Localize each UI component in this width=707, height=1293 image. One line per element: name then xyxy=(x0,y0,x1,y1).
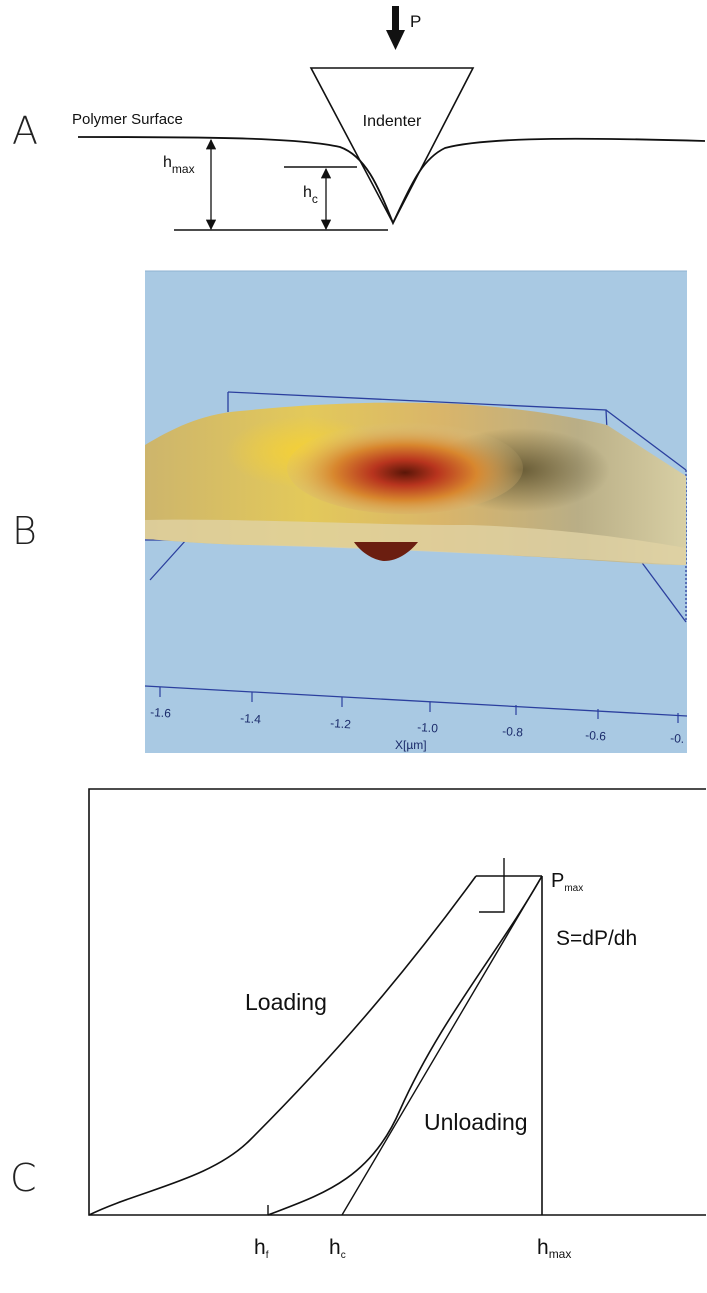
stiffness-label: S=dP/dh xyxy=(556,927,637,950)
svg-text:-0.: -0. xyxy=(670,731,685,746)
svg-text:-0.8: -0.8 xyxy=(502,724,524,739)
hc-label-a: hc xyxy=(303,184,318,206)
svg-text:-1.4: -1.4 xyxy=(240,711,262,726)
load-label: P xyxy=(410,12,421,31)
polymer-surface-line xyxy=(77,136,706,226)
plot-axes xyxy=(88,788,706,1216)
indenter-label: Indenter xyxy=(363,113,422,130)
load-arrow-icon xyxy=(386,6,405,50)
x-axis-tick-labels: -1.6 -1.4 -1.2 -1.0 -0.8 -0.6 -0. xyxy=(150,705,685,746)
unloading-label: Unloading xyxy=(424,1109,528,1135)
panel-b-letter: B xyxy=(12,509,37,553)
pmax-label: Pmax xyxy=(551,870,583,894)
svg-text:-1.2: -1.2 xyxy=(330,716,352,731)
unloading-curve xyxy=(267,875,543,1216)
indenter-shape xyxy=(309,67,475,225)
loading-curve xyxy=(88,875,477,1216)
hf-label: hf xyxy=(254,1236,269,1261)
surface-label: Polymer Surface xyxy=(72,111,183,128)
stiffness-tangent xyxy=(341,875,543,1216)
panel-a: A P Indenter Polymer Surface hmax hc xyxy=(12,6,706,231)
panel-c-letter: C xyxy=(10,1156,37,1200)
panel-c: C Loading Unloading Pmax S=dP/dh hf hc h… xyxy=(10,788,706,1261)
x-axis-label: X[µm] xyxy=(395,738,427,752)
loading-label: Loading xyxy=(245,989,327,1015)
svg-text:-0.6: -0.6 xyxy=(585,728,607,743)
x-axis-ticks xyxy=(159,687,679,723)
slope-triangle xyxy=(479,858,505,913)
indent-pit xyxy=(287,422,523,514)
pit-underside xyxy=(354,542,418,561)
panel-a-letter: A xyxy=(12,109,38,153)
hmax-label-c: hmax xyxy=(537,1236,571,1261)
hc-label-c: hc xyxy=(329,1236,346,1261)
hmax-label-a: hmax xyxy=(163,154,195,176)
svg-text:-1.6: -1.6 xyxy=(150,705,172,720)
svg-text:-1.0: -1.0 xyxy=(417,720,439,735)
panel-b: B xyxy=(12,270,688,753)
